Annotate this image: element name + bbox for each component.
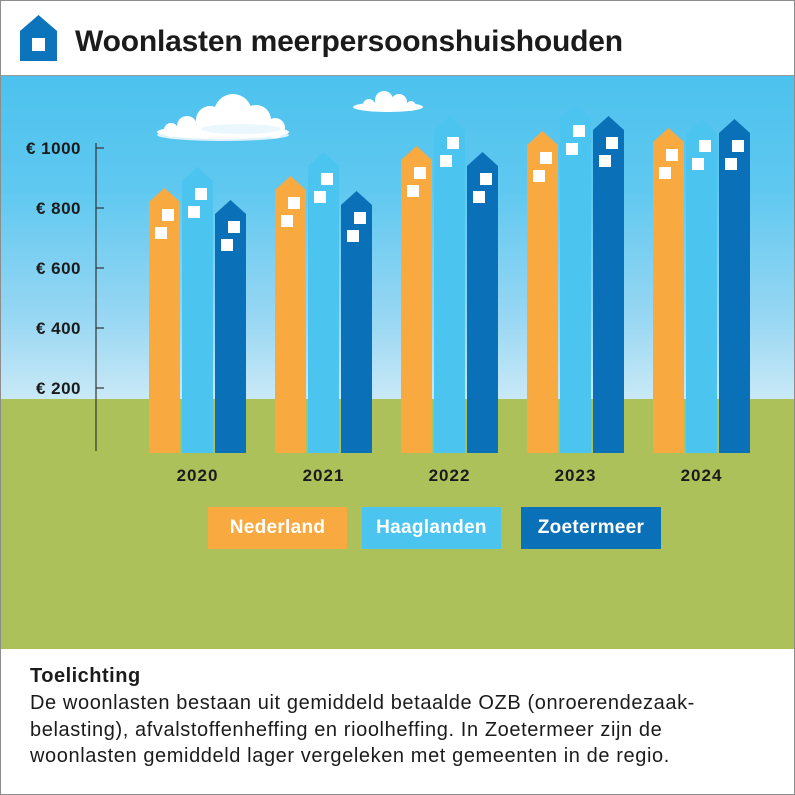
bar-window <box>347 230 359 242</box>
bar <box>560 104 591 453</box>
bar <box>686 119 717 453</box>
bar-haaglanden <box>686 119 717 453</box>
bar <box>182 167 213 453</box>
bar <box>215 200 246 453</box>
bar-zoetermeer <box>467 152 498 453</box>
bar-zoetermeer <box>593 116 624 453</box>
bar <box>527 131 558 453</box>
bar-nederland <box>149 188 180 453</box>
bar-zoetermeer <box>719 119 750 453</box>
explanation-heading: Toelichting <box>30 665 141 687</box>
x-axis-labels: 2020 2021 2022 2023 2024 <box>177 466 723 485</box>
bar-window <box>440 155 452 167</box>
bar-window <box>288 197 300 209</box>
bar-window <box>221 239 233 251</box>
bar-window <box>666 149 678 161</box>
bar-haaglanden <box>560 104 591 453</box>
y-tick-label: € 400 <box>36 319 81 338</box>
bar-window <box>155 227 167 239</box>
legend-item-nederland: Nederland <box>208 507 347 549</box>
cloud <box>353 91 423 112</box>
cloud <box>157 94 289 141</box>
bar-window <box>407 185 419 197</box>
bar-window <box>566 143 578 155</box>
bars <box>149 104 750 453</box>
bar-window <box>732 140 744 152</box>
page-title: Woonlasten meerpersoonshuishouden <box>75 25 623 58</box>
bar-zoetermeer <box>215 200 246 453</box>
bar-window <box>725 158 737 170</box>
bar-nederland <box>401 146 432 453</box>
bar-window <box>188 206 200 218</box>
house-icon <box>20 15 57 61</box>
bar <box>593 116 624 453</box>
bar-nederland <box>653 128 684 453</box>
bar-window <box>699 140 711 152</box>
bar <box>341 191 372 453</box>
bar-zoetermeer <box>341 191 372 453</box>
bar <box>275 176 306 453</box>
explanation-line: De woonlasten bestaan uit gemiddeld beta… <box>30 692 695 714</box>
x-tick-label: 2021 <box>303 466 345 485</box>
explanation: Toelichting De woonlasten bestaan uit ge… <box>30 663 780 770</box>
bar-window <box>692 158 704 170</box>
bar <box>719 119 750 453</box>
y-tick-label: € 600 <box>36 259 81 278</box>
x-tick-label: 2023 <box>555 466 597 485</box>
bar <box>308 152 339 453</box>
explanation-line: woonlasten gemiddeld lager vergeleken me… <box>30 745 670 767</box>
bar-window <box>321 173 333 185</box>
bar-window <box>659 167 671 179</box>
bar-nederland <box>527 131 558 453</box>
bar-window <box>228 221 240 233</box>
y-tick-label: € 1000 <box>26 139 81 158</box>
bar-window <box>414 167 426 179</box>
bar-window <box>480 173 492 185</box>
bar-window <box>354 212 366 224</box>
x-tick-label: 2024 <box>681 466 723 485</box>
explanation-line: belasting), afvalstoffenheffing en riool… <box>30 718 663 741</box>
bar-haaglanden <box>434 116 465 453</box>
bar-window <box>281 215 293 227</box>
bar <box>149 188 180 453</box>
bar-window <box>533 170 545 182</box>
bar-chart: € 200€ 400€ 600€ 800€ 1000 2020 2021 2022 2… <box>26 91 750 485</box>
bar-window <box>573 125 585 137</box>
bar-nederland <box>275 176 306 453</box>
y-tick-label: € 800 <box>36 199 81 218</box>
bar-window <box>606 137 618 149</box>
bar <box>467 152 498 453</box>
bar-window <box>162 209 174 221</box>
bar-haaglanden <box>308 152 339 453</box>
y-axis-ticks: € 200 € 400 € 600 € 800 € 1000 <box>26 139 104 398</box>
y-tick-label: € 200 <box>36 379 81 398</box>
legend-item-zoetermeer: Zoetermeer <box>521 507 661 549</box>
bar-window <box>195 188 207 200</box>
bar-window <box>314 191 326 203</box>
bar-window <box>447 137 459 149</box>
x-tick-label: 2020 <box>177 466 219 485</box>
bar-haaglanden <box>182 167 213 453</box>
bar-window <box>473 191 485 203</box>
header: Woonlasten meerpersoonshuishouden <box>1 1 794 76</box>
legend-item-haaglanden: Haaglanden <box>362 507 501 549</box>
bar-window <box>599 155 611 167</box>
bar <box>434 116 465 453</box>
bar <box>401 146 432 453</box>
clouds <box>157 91 423 141</box>
bar-window <box>540 152 552 164</box>
bar <box>653 128 684 453</box>
x-tick-label: 2022 <box>429 466 471 485</box>
